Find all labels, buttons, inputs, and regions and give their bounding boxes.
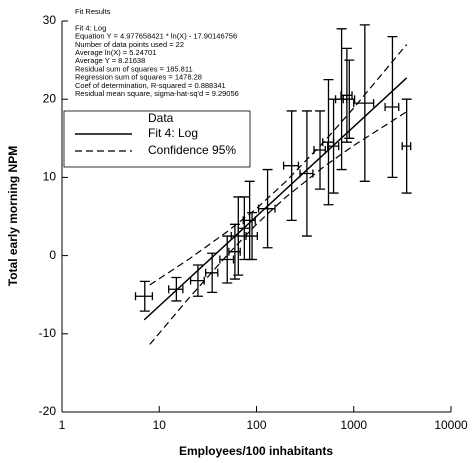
fit-result-text: Fit Results (75, 7, 111, 16)
fit-result-text: Number of data points used = 22 (75, 40, 184, 49)
y-tick-label: 10 (43, 170, 57, 184)
fit-result-text: Average Y = 8.21638 (75, 56, 145, 65)
x-error-bar (168, 285, 184, 294)
x-error-bar (219, 255, 235, 264)
fit-result-text: Residual mean square, sigma-hat-sq'd = 9… (75, 89, 239, 98)
fit-result-text: Average ln(X) = 5.24701 (75, 48, 156, 57)
x-axis-title: Employees/100 inhabitants (179, 444, 333, 458)
confidence-line (149, 111, 407, 345)
x-tick-label: 10 (153, 418, 167, 432)
y-tick-label: -10 (39, 326, 57, 340)
y-tick-label: 0 (49, 248, 56, 262)
y-tick-label: 20 (43, 91, 57, 105)
fit-result-text: Equation Y = 4.977658421 * ln(X) - 17.90… (75, 32, 237, 41)
fit-result-text: Coef of determination, R-squared = 0.888… (75, 81, 226, 90)
fit-line (143, 77, 408, 321)
fit-result-text: Regression sum of squares = 1478.28 (75, 73, 202, 82)
x-error-bar (342, 95, 356, 104)
x-error-bar (134, 292, 154, 301)
x-tick-label: 10000 (434, 418, 468, 432)
x-error-bar (384, 103, 400, 112)
legend-label: Fit 4: Log (148, 126, 198, 140)
x-tick-label: 1 (59, 418, 66, 432)
x-tick-label: 1000 (340, 418, 367, 432)
x-tick-label: 100 (246, 418, 266, 432)
y-tick-label: 30 (43, 13, 57, 27)
legend-label: Confidence 95% (148, 143, 236, 157)
legend-box (63, 110, 251, 168)
x-error-bar (353, 99, 375, 108)
fit-result-text: Fit 4: Log (75, 23, 106, 32)
x-error-bar (401, 142, 412, 151)
fit-result-text: Residual sum of squares = 185.811 (75, 64, 193, 73)
legend-title: Data (148, 111, 174, 125)
y-tick-label: -20 (39, 404, 57, 418)
y-axis-title: Total early morning NPM (6, 146, 20, 286)
